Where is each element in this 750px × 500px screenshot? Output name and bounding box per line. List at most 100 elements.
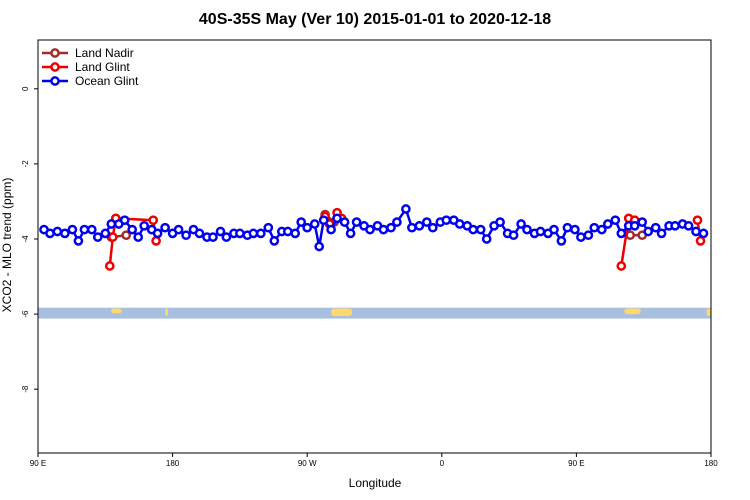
- data-point: [318, 215, 329, 226]
- data-point: [549, 224, 559, 235]
- x-tick-label: 90 W: [298, 459, 317, 468]
- data-point: [441, 215, 452, 226]
- data-point: [695, 236, 706, 246]
- data-point: [100, 228, 111, 239]
- data-point: [152, 228, 163, 239]
- y-tick-label: -6: [21, 310, 30, 318]
- data-point: [326, 224, 336, 235]
- data-point: [73, 236, 84, 246]
- data-point: [386, 222, 396, 233]
- data-point: [106, 219, 117, 229]
- data-point: [86, 224, 97, 235]
- data-point: [181, 230, 191, 241]
- data-point: [602, 219, 613, 229]
- data-point: [495, 217, 505, 227]
- data-point: [148, 215, 159, 226]
- land-patch: [111, 308, 122, 314]
- data-point: [414, 220, 425, 231]
- data-point: [698, 228, 709, 239]
- x-tick-label: 180: [704, 459, 718, 468]
- legend-label: Ocean Glint: [75, 74, 139, 88]
- data-point: [173, 224, 184, 235]
- data-point: [60, 228, 70, 239]
- data-point: [314, 241, 325, 252]
- y-axis-label: XCO2 - MLO trend (ppm): [0, 178, 14, 313]
- data-point: [421, 217, 432, 227]
- data-point: [535, 226, 546, 237]
- data-point: [290, 228, 301, 239]
- data-point: [248, 228, 259, 239]
- legend-item: Land Nadir: [42, 46, 134, 60]
- data-point: [296, 217, 307, 227]
- data-point: [345, 228, 356, 239]
- data-point: [691, 226, 701, 237]
- data-point: [302, 222, 313, 233]
- data-point: [235, 228, 245, 239]
- series-layer: [39, 204, 709, 271]
- legend-label: Land Nadir: [75, 46, 134, 60]
- legend-swatch-marker: [50, 62, 60, 72]
- data-point: [650, 222, 661, 233]
- data-point: [589, 222, 600, 233]
- data-point: [52, 226, 63, 237]
- data-point: [427, 222, 438, 233]
- landmask-strip: [38, 307, 711, 319]
- x-tick-label: 90 E: [568, 459, 584, 468]
- legend-item: Ocean Glint: [42, 74, 139, 88]
- data-point: [616, 228, 627, 239]
- data-point: [656, 228, 667, 239]
- data-point: [365, 224, 375, 235]
- land-patch: [165, 308, 169, 316]
- chart-title: 40S-35S May (Ver 10) 2015-01-01 to 2020-…: [199, 11, 551, 28]
- data-point: [475, 224, 486, 235]
- y-axis-ticks: 0 -2 -4 -6 -8: [21, 86, 38, 393]
- data-point: [583, 230, 594, 241]
- data-point: [616, 261, 627, 271]
- data-point: [255, 228, 266, 239]
- data-point: [282, 226, 293, 237]
- data-point: [133, 232, 144, 242]
- data-point: [339, 217, 350, 227]
- data-point: [160, 222, 170, 233]
- data-point: [392, 217, 402, 227]
- legend-swatch-marker: [50, 48, 60, 58]
- data-point: [139, 220, 150, 231]
- data-point: [610, 215, 621, 226]
- data-point: [692, 215, 703, 226]
- data-point: [481, 234, 492, 244]
- data-point: [92, 232, 103, 242]
- data-point: [683, 220, 694, 231]
- data-point: [79, 224, 90, 235]
- y-tick-label: -8: [21, 385, 30, 393]
- data-point: [45, 228, 55, 239]
- data-point: [401, 204, 411, 214]
- data-point: [378, 224, 389, 235]
- legend-label: Land Glint: [75, 60, 130, 74]
- data-point: [454, 219, 465, 229]
- x-axis-label: Longitude: [349, 476, 402, 490]
- data-point: [309, 219, 320, 229]
- x-axis-ticks: 90 E 180 90 W 0 90 E 180: [30, 453, 718, 468]
- data-point: [194, 228, 205, 239]
- data-point: [629, 220, 640, 231]
- data-point: [332, 213, 342, 224]
- data-point: [67, 224, 78, 235]
- data-point: [351, 217, 362, 227]
- data-point: [508, 230, 519, 241]
- data-point: [104, 261, 115, 271]
- land-patch: [706, 308, 711, 316]
- data-point: [119, 215, 130, 226]
- legend-swatch-marker: [50, 76, 60, 86]
- data-point: [643, 226, 654, 237]
- x-tick-label: 180: [166, 459, 180, 468]
- data-point: [670, 220, 680, 231]
- legend-item: Land Glint: [42, 60, 130, 74]
- data-point: [468, 224, 479, 235]
- data-point: [637, 217, 648, 227]
- land-patch: [624, 308, 641, 315]
- data-point: [263, 222, 274, 233]
- series-ocean-glint: [39, 204, 709, 252]
- land-patch: [331, 308, 353, 316]
- data-point: [570, 224, 580, 235]
